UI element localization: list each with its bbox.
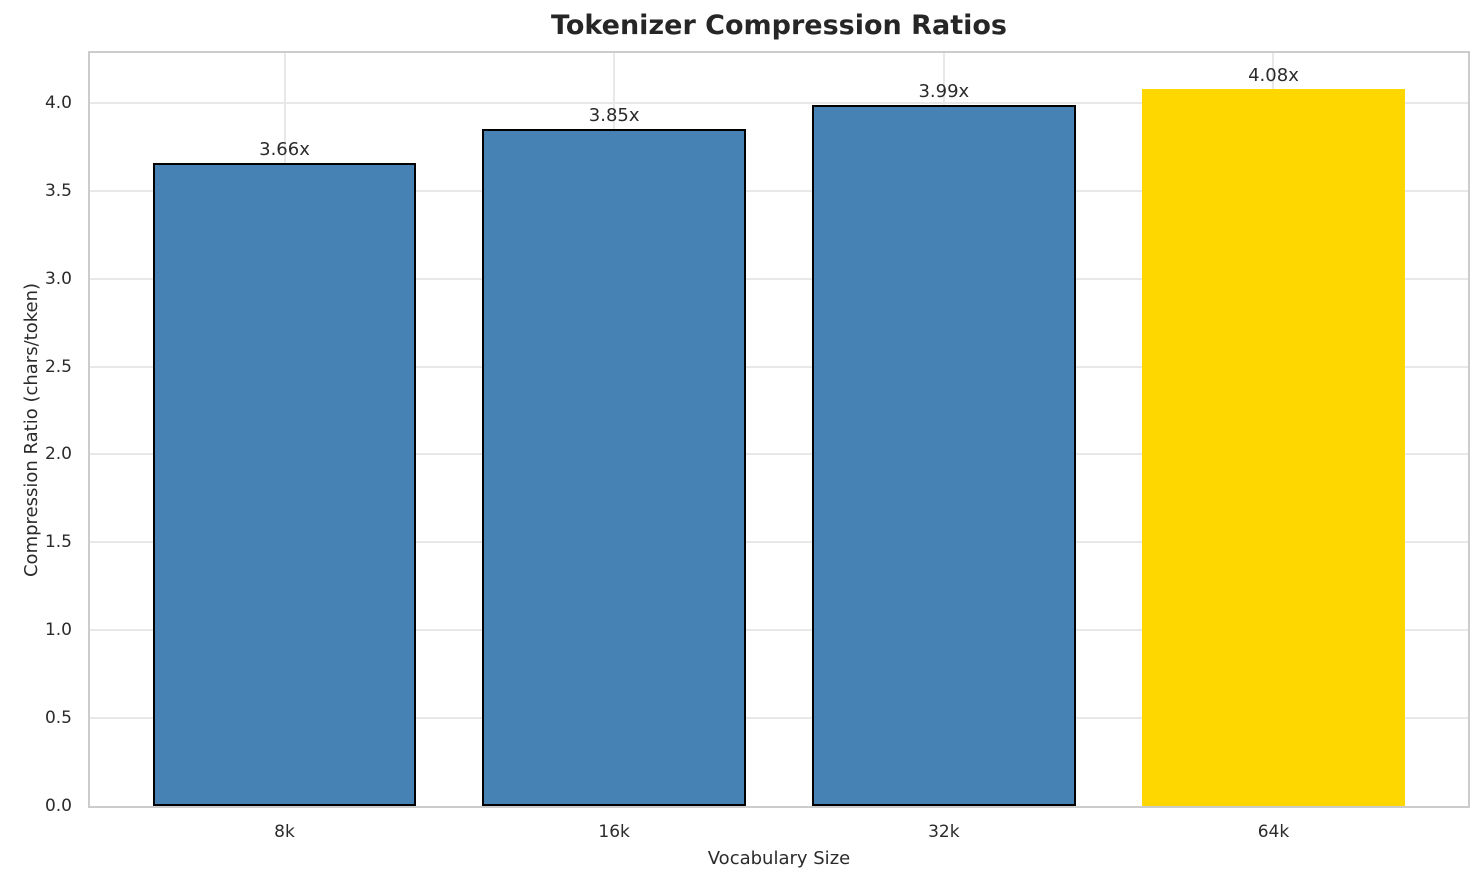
grid-line-horizontal [90,453,1468,456]
grid-line-horizontal [90,101,1468,104]
grid-line-horizontal [90,189,1468,192]
bar-value-label: 4.08x [1248,64,1299,86]
bar [152,162,417,806]
bar-value-label: 3.99x [918,80,970,102]
y-tick-label: 1.0 [44,620,72,641]
grid-line-horizontal [90,365,1468,368]
bar [1141,88,1406,806]
y-tick-label: 0.0 [44,796,72,816]
y-tick-label: 2.5 [44,356,72,377]
chart-title: Tokenizer Compression Ratios [551,10,1007,41]
bar-value-label: 3.66x [259,138,310,160]
y-tick-label: 3.0 [44,268,72,289]
y-tick-label: 4.0 [44,92,72,113]
bar [811,104,1076,806]
grid-line-horizontal [90,541,1468,544]
bar-value-label: 3.85x [588,105,640,127]
x-tick-label: 8k [274,822,295,842]
grid-line-horizontal [90,717,1468,720]
y-tick-label: 1.5 [44,532,72,553]
x-tick-label: 32k [928,822,960,842]
y-tick-label: 3.5 [44,180,72,201]
y-tick-label: 2.0 [44,444,72,465]
x-tick-label: 64k [1257,822,1290,842]
x-tick-label: 16k [598,822,630,842]
bar [482,129,747,806]
x-axis-label: Vocabulary Size [707,848,851,869]
grid-line-horizontal [90,629,1468,632]
plot-area: 0.0 0.5 1.0 1.5 2.0 2.5 3.0 3.5 4.0 3.66x 8k 3.85x 1… [45,51,1470,842]
y-tick-label: 0.5 [44,708,72,729]
grid-line-horizontal [90,277,1468,280]
